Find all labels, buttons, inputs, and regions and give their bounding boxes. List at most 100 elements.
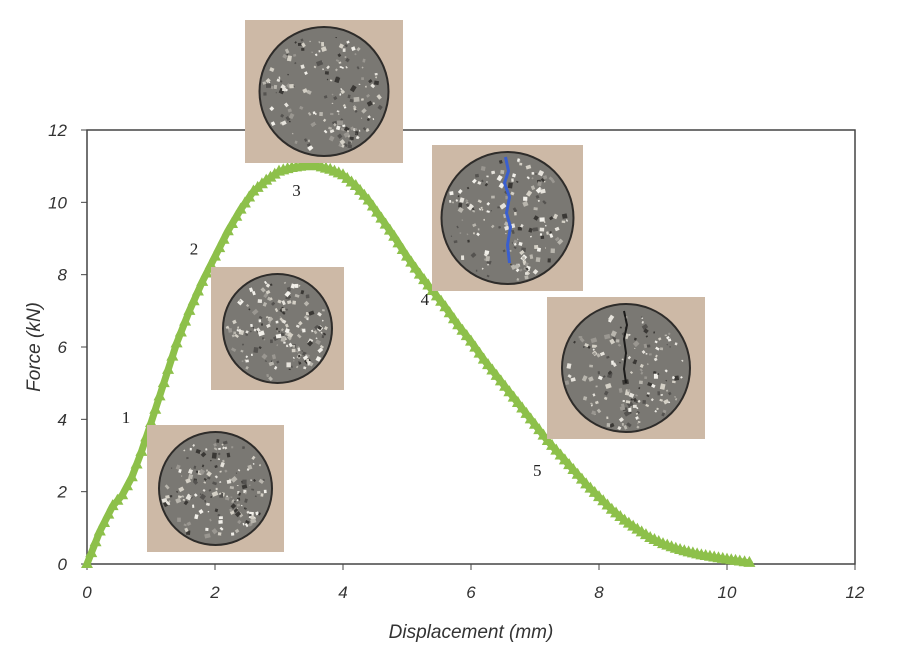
aggregate-grain xyxy=(358,129,361,132)
aggregate-grain xyxy=(334,68,338,72)
aggregate-grain xyxy=(268,376,273,382)
y-tick-label: 12 xyxy=(48,121,67,140)
aggregate-grain xyxy=(286,362,291,368)
aggregate-grain xyxy=(544,247,546,249)
aggregate-grain xyxy=(338,61,342,64)
aggregate-grain xyxy=(193,493,198,497)
aggregate-grain xyxy=(483,218,486,221)
aggregate-grain xyxy=(535,173,537,175)
aggregate-grain xyxy=(339,139,346,145)
aggregate-grain xyxy=(518,241,523,247)
aggregate-grain xyxy=(657,373,660,376)
aggregate-grain xyxy=(520,223,524,228)
aggregate-grain xyxy=(326,65,330,70)
aggregate-grain xyxy=(644,376,648,380)
aggregate-grain xyxy=(566,363,572,369)
aggregate-grain xyxy=(203,481,207,484)
aggregate-grain xyxy=(222,446,225,450)
aggregate-grain xyxy=(474,173,480,178)
aggregate-grain xyxy=(276,330,279,333)
curve-marker xyxy=(149,402,162,414)
aggregate-grain xyxy=(232,319,237,325)
curve-marker xyxy=(102,507,115,519)
aggregate-grain xyxy=(351,46,356,52)
aggregate-grain xyxy=(185,493,193,501)
aggregate-grain xyxy=(503,221,509,227)
aggregate-grain xyxy=(502,249,506,253)
aggregate-grain xyxy=(349,136,354,141)
aggregate-grain xyxy=(535,194,540,199)
aggregate-grain xyxy=(519,162,523,166)
aggregate-grain xyxy=(298,361,302,365)
aggregate-grain xyxy=(297,354,301,358)
aggregate-grain xyxy=(289,84,294,89)
aggregate-grain xyxy=(317,311,322,317)
aggregate-grain xyxy=(589,364,594,368)
specimen-photos xyxy=(147,20,705,552)
aggregate-grain xyxy=(533,207,538,211)
aggregate-grain xyxy=(280,336,286,343)
aggregate-grain xyxy=(594,344,598,348)
aggregate-grain xyxy=(509,249,512,252)
aggregate-grain xyxy=(238,492,241,496)
aggregate-grain xyxy=(366,93,371,98)
aggregate-grain xyxy=(343,143,348,148)
aggregate-grain xyxy=(282,53,288,59)
curve-marker xyxy=(371,205,384,217)
aggregate-grain xyxy=(294,140,298,144)
aggregate-grain xyxy=(291,348,296,353)
aggregate-grain xyxy=(628,333,631,337)
aggregate-grain xyxy=(510,263,512,266)
aggregate-grain xyxy=(449,199,452,203)
aggregate-grain xyxy=(549,231,552,234)
aggregate-grain xyxy=(229,508,233,513)
aggregate-grain xyxy=(269,106,275,112)
aggregate-grain xyxy=(366,100,373,107)
aggregate-grain xyxy=(484,183,489,187)
aggregate-grain xyxy=(552,213,559,220)
aggregate-grain xyxy=(547,258,551,263)
aggregate-grain xyxy=(466,203,474,211)
aggregate-grain xyxy=(350,126,355,131)
x-axis-title: Displacement (mm) xyxy=(389,622,554,643)
aggregate-grain xyxy=(341,66,344,69)
aggregate-grain xyxy=(273,365,278,370)
aggregate-grain xyxy=(281,86,287,92)
aggregate-grain xyxy=(461,255,465,260)
aggregate-grain xyxy=(217,452,221,456)
aggregate-grain xyxy=(253,346,259,354)
aggregate-grain xyxy=(655,346,660,351)
aggregate-grain xyxy=(180,475,183,478)
aggregate-grain xyxy=(550,178,556,184)
aggregate-grain xyxy=(481,179,484,183)
aggregate-grain xyxy=(335,59,340,63)
curve-marker xyxy=(401,249,413,261)
aggregate-grain xyxy=(636,422,639,425)
aggregate-grain xyxy=(467,239,470,243)
aggregate-grain xyxy=(457,195,460,198)
aggregate-grain xyxy=(307,144,314,152)
specimen-photo-4 xyxy=(432,145,583,291)
y-tick-label: 8 xyxy=(58,266,68,285)
aggregate-grain xyxy=(368,79,373,84)
aggregate-grain xyxy=(271,301,276,306)
aggregate-grain xyxy=(500,169,505,175)
aggregate-grain xyxy=(267,316,274,323)
aggregate-grain xyxy=(236,498,239,502)
aggregate-grain xyxy=(297,42,302,46)
aggregate-grain xyxy=(592,348,595,351)
aggregate-grain xyxy=(322,319,324,322)
aggregate-grain xyxy=(525,270,531,276)
aggregate-grain xyxy=(470,252,477,259)
aggregate-grain xyxy=(630,411,632,414)
aggregate-grain xyxy=(204,499,207,503)
aggregate-grain xyxy=(603,390,609,396)
aggregate-grain xyxy=(535,257,541,263)
curve-marker xyxy=(405,255,418,267)
aggregate-grain xyxy=(262,301,268,307)
aggregate-grain xyxy=(294,61,297,65)
aggregate-grain xyxy=(276,78,281,82)
aggregate-grain xyxy=(537,181,542,187)
aggregate-grain xyxy=(218,492,222,496)
aggregate-grain xyxy=(320,331,323,334)
